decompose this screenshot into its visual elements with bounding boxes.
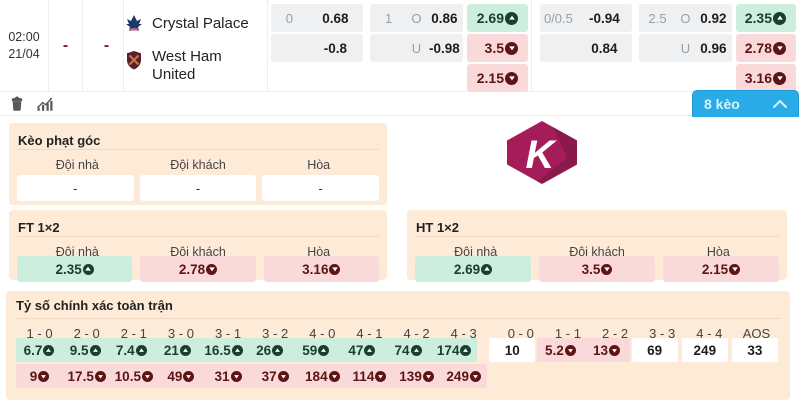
svg-text:K: K <box>526 133 558 177</box>
